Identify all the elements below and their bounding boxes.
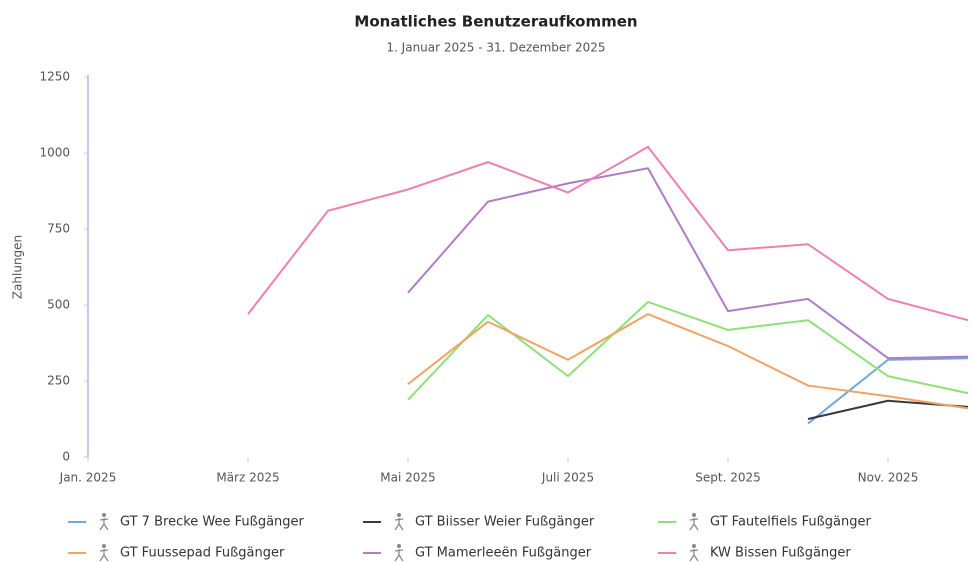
x-tick-label: Juli 2025 (541, 471, 594, 485)
y-axis-label: Zahlungen (11, 235, 25, 299)
legend-label: GT Fautelfiels Fußgänger (710, 515, 871, 530)
legend-item: GT 7 Brecke Wee Fußgänger (68, 513, 305, 531)
legend-label: GT Fuussepad Fußgänger (120, 546, 285, 561)
legend-icon (689, 549, 699, 562)
legend-label: GT Biisser Weier Fußgänger (415, 515, 595, 530)
y-tick-label: 500 (47, 298, 70, 312)
legend-item: GT Mamerleeën Fußgänger (363, 544, 592, 562)
y-tick-label: 250 (47, 374, 70, 388)
x-tick-label: Nov. 2025 (858, 471, 919, 485)
legend-icon (689, 518, 699, 531)
legend-icon (397, 544, 401, 548)
legend-icon (102, 513, 106, 517)
legend-icon (692, 513, 696, 517)
x-tick-label: Mai 2025 (380, 471, 435, 485)
legend-icon (692, 544, 696, 548)
y-tick-label: 1250 (39, 70, 70, 84)
legend-icon (394, 518, 404, 531)
legend-item: KW Bissen Fußgänger (658, 544, 851, 562)
y-tick-label: 0 (62, 450, 70, 464)
legend-item: GT Fuussepad Fußgänger (68, 544, 285, 562)
legend-label: KW Bissen Fußgänger (710, 546, 851, 561)
series-line (247, 145, 969, 322)
y-tick-label: 750 (47, 222, 70, 236)
x-tick-label: Jan. 2025 (59, 471, 117, 485)
series-line (407, 300, 969, 401)
legend-icon (99, 549, 109, 562)
legend-icon (397, 513, 401, 517)
series-line (807, 357, 969, 425)
x-tick-label: März 2025 (216, 471, 279, 485)
legend-item: GT Biisser Weier Fußgänger (363, 513, 595, 531)
legend-icon (394, 549, 404, 562)
series-line (407, 167, 969, 360)
legend-icon (102, 544, 106, 548)
chart-subtitle: 1. Januar 2025 - 31. Dezember 2025 (386, 41, 605, 55)
y-tick-label: 1000 (39, 146, 70, 160)
series-line (407, 313, 969, 410)
legend-icon (99, 518, 109, 531)
chart-title: Monatliches Benutzeraufkommen (354, 13, 637, 31)
x-tick-label: Sept. 2025 (695, 471, 761, 485)
legend-label: GT 7 Brecke Wee Fußgänger (120, 515, 305, 530)
legend-label: GT Mamerleeën Fußgänger (415, 546, 592, 561)
legend-item: GT Fautelfiels Fußgänger (658, 513, 871, 531)
